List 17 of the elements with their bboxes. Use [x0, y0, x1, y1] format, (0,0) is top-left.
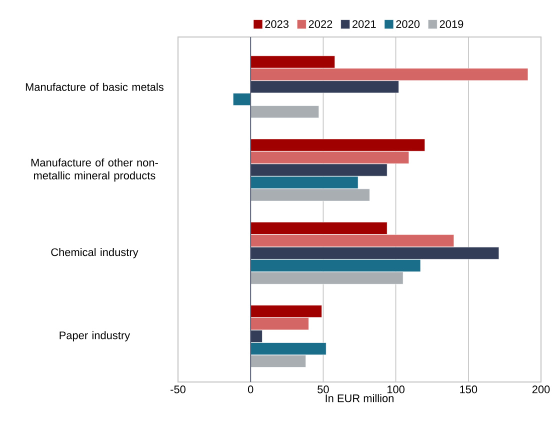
y-tick-label: Chemical industry	[51, 248, 138, 258]
legend-label: 2022	[308, 20, 332, 28]
y-tick-label: Manufacture of basic metals	[26, 82, 164, 91]
x-tick-label: 0	[248, 386, 254, 394]
x-axis-title: In EUR million	[326, 394, 394, 402]
legend-label: 2019	[440, 20, 464, 28]
bar	[250, 106, 319, 118]
x-tick-label: -50	[170, 386, 186, 394]
y-tick-label: Paper industry	[60, 331, 130, 342]
legend-label: 2020	[396, 20, 420, 28]
x-tick-label: 150	[460, 386, 478, 394]
x-tick-label: 100	[387, 386, 405, 394]
legend-label: 2023	[265, 20, 289, 28]
x-tick-label: 200	[532, 386, 550, 394]
y-tick-label: Manufacture of other non-metallic mineral products	[31, 158, 158, 182]
legend-label: 2021	[352, 20, 376, 28]
x-tick-label: 50	[318, 386, 329, 394]
